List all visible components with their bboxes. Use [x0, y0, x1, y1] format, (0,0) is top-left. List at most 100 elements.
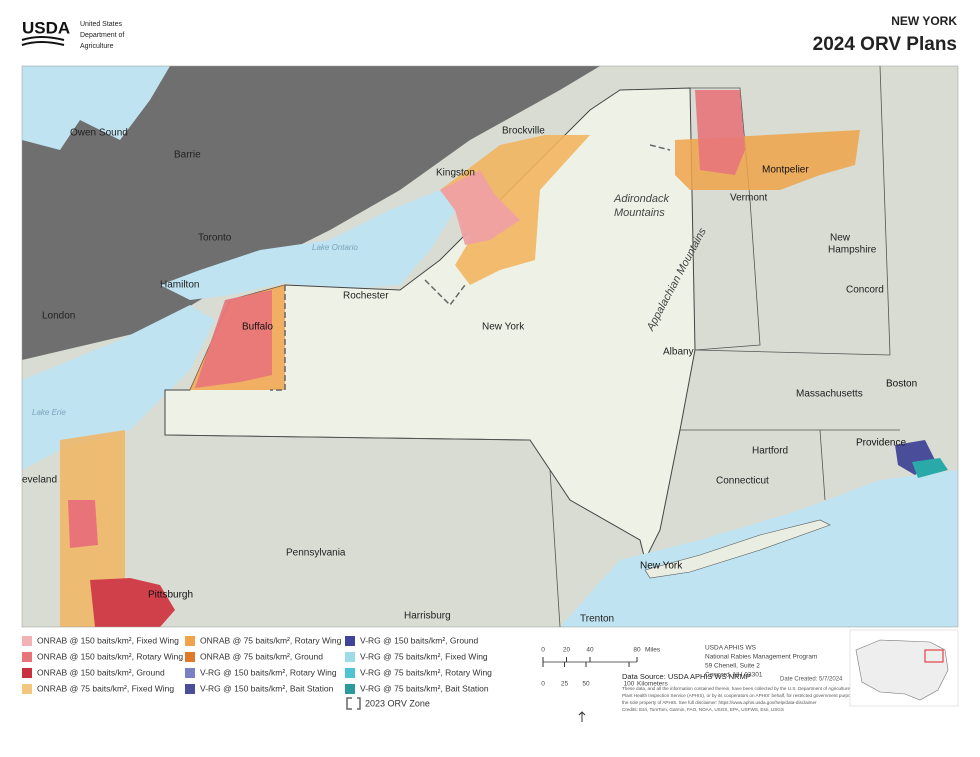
inset-map: [849, 629, 959, 707]
office-line: National Rabies Management Program: [705, 654, 817, 661]
place-label: Trenton: [580, 614, 614, 625]
legend-label: 2023 ORV Zone: [365, 698, 430, 708]
place-label: Montpelier: [762, 165, 809, 176]
place-label: Hamilton: [160, 280, 199, 291]
place-label: Harrisburg: [404, 611, 451, 622]
mountain-label: Mountains: [614, 207, 665, 219]
place-label: Kingston: [436, 168, 475, 179]
legend-label: V-RG @ 150 baits/km², Bait Station: [200, 683, 334, 693]
place-label: Hartford: [752, 446, 788, 457]
scale-label: 50: [582, 681, 590, 688]
zone-onrab-150-rotary: [68, 500, 98, 548]
legend-label: V-RG @ 75 baits/km², Rotary Wing: [360, 667, 492, 677]
place-label: New York: [640, 561, 683, 572]
legend-label: V-RG @ 75 baits/km², Fixed Wing: [360, 651, 488, 661]
state-label: Connecticut: [716, 476, 769, 487]
state-label: Hampshire: [828, 245, 877, 256]
credits: Credits: Esri, TomTom, Garmin, FAO, NOAA…: [622, 707, 784, 712]
state-label: Pennsylvania: [286, 548, 346, 559]
legend-swatch: [345, 652, 355, 662]
map: Owen Sound Barrie Toronto Lake Ontario H…: [22, 66, 958, 627]
place-label: London: [42, 311, 75, 322]
agency-line: Department of: [80, 32, 124, 39]
legend-swatch: [345, 684, 355, 694]
title: 2024 ORV Plans: [813, 34, 957, 55]
state-label: Massachusetts: [796, 389, 863, 400]
data-source: Data Source: USDA APHIS WS NRMP: [622, 672, 751, 681]
date-created: Date Created: 5/7/2024: [780, 677, 843, 683]
place-label: Pittsburgh: [148, 590, 193, 601]
legend-swatch: [185, 684, 195, 694]
zone-onrab-150-fixed: [440, 170, 520, 245]
place-label: Boston: [886, 379, 917, 390]
office-line: USDA APHIS WS: [705, 645, 757, 652]
place-label: Buffalo: [242, 322, 273, 333]
zone-onrab-150-ground: [90, 578, 175, 627]
lake-label: Lake Erie: [32, 408, 66, 417]
long-island: [644, 519, 831, 579]
state-label: New: [830, 233, 851, 244]
legend-swatch: [185, 668, 195, 678]
state-borders: [164, 349, 900, 627]
place-label: Owen Sound: [70, 128, 128, 139]
scale-label: 80: [633, 647, 641, 654]
state: NEW YORK: [891, 14, 957, 28]
disclaimer: Plant Health Inspection Service (APHIS),…: [622, 693, 882, 698]
scale-unit: Miles: [645, 647, 661, 654]
legend-swatch: [22, 636, 32, 646]
scale-label: 0: [541, 647, 545, 654]
header: USDA United States Department of Agricul…: [21, 14, 957, 55]
place-label: Toronto: [198, 233, 232, 244]
place-label: Barrie: [174, 150, 201, 161]
legend-swatch: [345, 668, 355, 678]
state-label: New York: [482, 322, 525, 333]
legend-swatch: [22, 652, 32, 662]
legend-swatch: [185, 652, 195, 662]
legend: ONRAB @ 150 baits/km², Fixed Wing ONRAB @…: [22, 635, 492, 710]
state-label: Vermont: [730, 193, 767, 204]
agency-logo: USDA: [22, 18, 70, 37]
legend-label: ONRAB @ 150 baits/km², Ground: [37, 667, 165, 677]
scale-label: 25: [561, 681, 569, 688]
legend-swatch: [346, 697, 361, 710]
office-line: Concord, NH 03301: [705, 672, 763, 679]
legend-swatch: [22, 668, 32, 678]
lake-ontario: [160, 190, 455, 300]
place-label: Providence: [856, 438, 906, 449]
zone-2023-outline: [270, 144, 671, 391]
disclaimer: These data, and all the information cont…: [622, 686, 878, 691]
lake-erie: [22, 305, 215, 470]
logo-mark: [21, 36, 65, 46]
zone-onrab-150-rotary: [195, 290, 272, 388]
place-label: eveland: [22, 475, 57, 486]
agency-line: United States: [80, 21, 123, 28]
legend-label: ONRAB @ 75 baits/km², Fixed Wing: [37, 683, 174, 693]
scale-label: 40: [586, 647, 594, 654]
legend-label: V-RG @ 150 baits/km², Ground: [360, 635, 479, 645]
scale-bar: 0 20 40 80 Miles 0 25 50 100 Kilometers: [541, 647, 668, 688]
state-borders: [879, 66, 891, 356]
place-label: Brockville: [502, 126, 545, 137]
inset-extent: [924, 649, 944, 663]
mountain-label: Adirondack: [613, 193, 670, 205]
disclaimer: the sole property of APHIS. See full dis…: [622, 700, 817, 705]
georgian-bay: [22, 66, 170, 150]
scale-label: 0: [541, 681, 545, 688]
legend-label: ONRAB @ 75 baits/km², Ground: [200, 651, 323, 661]
legend-label: ONRAB @ 150 baits/km², Rotary Wing: [37, 651, 183, 661]
legend-label: ONRAB @ 75 baits/km², Rotary Wing: [200, 635, 342, 645]
lake-label: Lake Ontario: [312, 243, 358, 252]
legend-swatch: [22, 684, 32, 694]
legend-label: ONRAB @ 150 baits/km², Fixed Wing: [37, 635, 179, 645]
legend-swatch: [345, 636, 355, 646]
zone-onrab-150-rotary: [695, 90, 745, 175]
legend-label: V-RG @ 150 baits/km², Rotary Wing: [200, 667, 337, 677]
legend-label: V-RG @ 75 baits/km², Bait Station: [360, 683, 489, 693]
legend-swatch: [185, 636, 195, 646]
agency-line: Agriculture: [80, 43, 114, 50]
scale-unit: Kilometers: [637, 681, 668, 688]
place-label: Concord: [846, 285, 884, 296]
scale-label: 20: [563, 647, 571, 654]
place-label: Rochester: [343, 291, 389, 302]
